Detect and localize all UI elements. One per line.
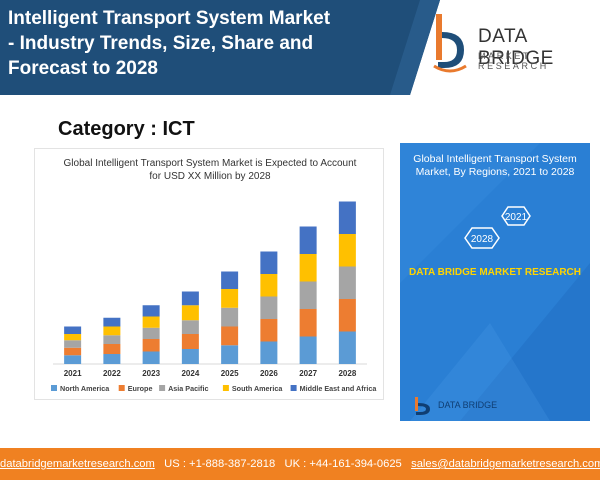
x-tick-label: 2025 (221, 369, 239, 378)
bar-segment (221, 307, 239, 327)
bar-segment (142, 316, 160, 328)
bar-segment (338, 331, 356, 364)
year-hexagons: 2021 2028 (464, 206, 531, 249)
legend-label: South America (232, 384, 283, 393)
data-bridge-logo-icon (433, 14, 467, 73)
chart-container: Global Intelligent Transport System Mark… (34, 148, 384, 400)
x-tick-label: 2027 (299, 369, 317, 378)
bar-segment (142, 339, 160, 352)
header: Intelligent Transport System Market - In… (0, 0, 600, 95)
legend-swatch (222, 385, 229, 391)
bar-segment (221, 271, 239, 289)
email-link[interactable]: sales@databridgemarketresearch.com (411, 458, 600, 470)
panel-background-pattern (400, 143, 590, 421)
panel-logo-text: DATA BRIDGE (438, 400, 498, 410)
bar-segment (181, 291, 199, 306)
panel-brand-text: DATA BRIDGE MARKET RESEARCH (408, 267, 582, 278)
legend-label: North America (60, 384, 110, 393)
bar-segment (338, 266, 356, 299)
x-tick-label: 2021 (64, 369, 82, 378)
brand-subtitle: MARKET RESEARCH (478, 51, 549, 71)
bar-segment (103, 344, 121, 354)
bar-segment (142, 327, 160, 339)
footer-contact: databridgemarketresearch.com US : +1-888… (0, 458, 600, 470)
bar-segment (181, 334, 199, 349)
bar-segment (64, 326, 82, 334)
bar-segment (221, 345, 239, 364)
us-phone: US : +1-888-387-2818 (164, 458, 276, 470)
bar-segment (103, 335, 121, 344)
bar-segment (103, 354, 121, 364)
legend-label: Middle East and Africa (300, 384, 378, 393)
panel-title: Global Intelligent Transport System Mark… (413, 153, 577, 178)
bar-segment (260, 251, 278, 274)
bar-segment (103, 317, 121, 327)
info-panel: Global Intelligent Transport System Mark… (400, 143, 590, 421)
legend-swatch (159, 385, 166, 391)
brand-name: DATA BRIDGE (478, 26, 554, 69)
bar-segment (64, 334, 82, 341)
hexagon-2028-label: 2028 (471, 234, 494, 245)
category-label: Category : ICT (58, 118, 195, 140)
bar-segment (181, 305, 199, 321)
x-tick-label: 2026 (260, 369, 278, 378)
legend-swatch (118, 385, 125, 391)
legend-label: Europe (128, 384, 153, 393)
x-tick-label: 2028 (338, 369, 356, 378)
bar-segment (260, 319, 278, 342)
bar-segment (181, 349, 199, 364)
bar-segment (64, 340, 82, 348)
bar-segment (260, 274, 278, 297)
bar-segment (299, 254, 317, 282)
bar-segment (338, 201, 356, 234)
legend-label: Asia Pacific (168, 384, 208, 393)
hexagon-2021-label: 2021 (505, 212, 528, 223)
bar-segment (221, 326, 239, 346)
bar-segment (260, 341, 278, 364)
bar-segment (299, 309, 317, 337)
header-banner (0, 0, 440, 95)
bar-segment (338, 234, 356, 267)
x-tick-label: 2023 (142, 369, 160, 378)
hexagon-2028-shape (464, 227, 500, 249)
bar-segment (221, 289, 239, 308)
x-tick-label: 2024 (181, 369, 199, 378)
x-tick-label: 2022 (103, 369, 121, 378)
stacked-bar-chart: 2021 2022 2023 2024 2025 2026 2027 2028 North Am… (51, 201, 378, 393)
website-link[interactable]: databridgemarketresearch.com (0, 458, 155, 470)
legend-swatch (290, 385, 297, 391)
bar-segment (299, 226, 317, 254)
bar-segment (142, 305, 160, 317)
bar-segment (299, 281, 317, 309)
bar-segment (260, 296, 278, 319)
bar-segment (64, 355, 82, 364)
bar-segment (103, 326, 121, 336)
chart-title: Global Intelligent Transport System Mark… (63, 158, 357, 182)
hexagon-2021-shape (501, 206, 531, 226)
panel-logo-icon (415, 397, 430, 415)
bar-segment (142, 351, 160, 364)
legend-swatch (51, 385, 57, 391)
page-title: Intelligent Transport System Market - In… (8, 8, 331, 79)
footer-bar: databridgemarketresearch.com US : +1-888… (0, 448, 600, 480)
bar-segment (338, 299, 356, 332)
bar-segment (181, 320, 199, 334)
bar-segment (64, 347, 82, 356)
bar-segment (299, 336, 317, 364)
uk-phone: UK : +44-161-394-0625 (284, 458, 402, 470)
